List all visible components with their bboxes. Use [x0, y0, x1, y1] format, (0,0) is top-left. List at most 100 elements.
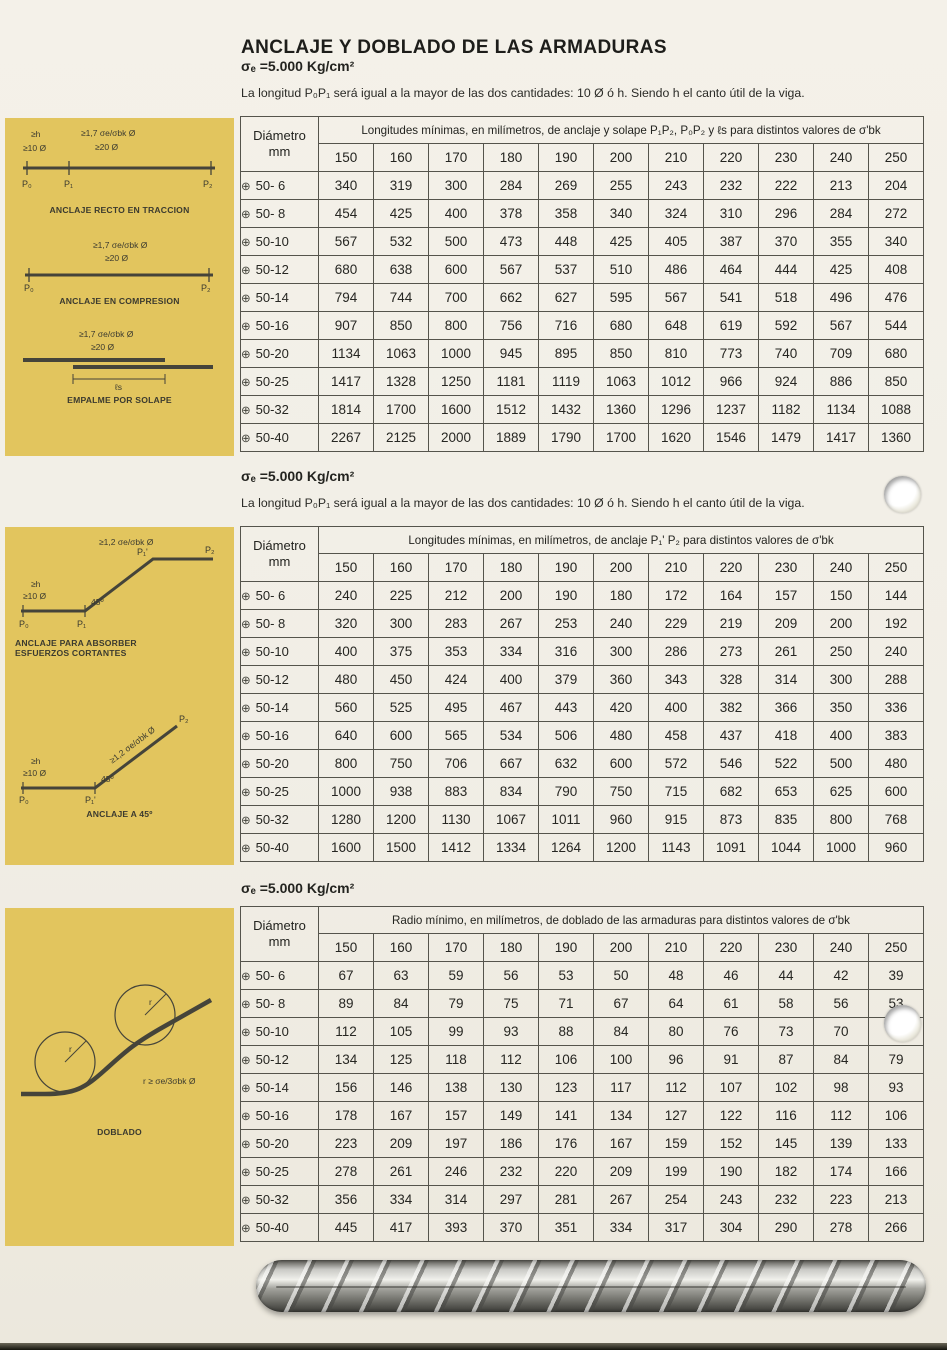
value-cell: 375 — [373, 637, 429, 666]
value-cell: 790 — [538, 777, 594, 806]
value-cell: 1479 — [758, 423, 814, 452]
value-cell: 105 — [373, 1017, 429, 1046]
row-label: ⊕ 50-16 — [240, 1101, 319, 1130]
value-cell: 58 — [758, 989, 814, 1018]
value-cell: 316 — [538, 637, 594, 666]
point-p0: P₀ — [19, 795, 29, 805]
value-cell: 79 — [428, 989, 484, 1018]
value-cell: 886 — [813, 367, 869, 396]
column-header: 230 — [758, 553, 814, 582]
value-cell: 706 — [428, 749, 484, 778]
table-description: Longitudes mínimas, en milímetros, de an… — [318, 526, 924, 554]
value-cell: 648 — [648, 311, 704, 340]
rebar-path — [21, 557, 213, 613]
value-cell: 966 — [703, 367, 759, 396]
diameter-icon: ⊕ — [241, 1111, 251, 1123]
value-cell: 353 — [428, 637, 484, 666]
point-p2: P₂ — [201, 283, 211, 293]
row-label: ⊕ 50-40 — [240, 833, 319, 862]
value-cell: 1012 — [648, 367, 704, 396]
value-cell: 141 — [538, 1101, 594, 1130]
value-cell: 87 — [758, 1045, 814, 1074]
value-cell: 379 — [538, 665, 594, 694]
column-header: 150 — [318, 933, 374, 962]
value-cell: 1200 — [593, 833, 649, 862]
value-cell: 192 — [868, 609, 924, 638]
diameter-icon: ⊕ — [241, 619, 251, 631]
table-row: ⊕ 50- 8 320 300 283 267 253 240 229 219 209 200 192 — [240, 609, 924, 638]
label-10-dia: ≥10 Ø — [23, 591, 46, 601]
value-cell: 1620 — [648, 423, 704, 452]
value-cell: 895 — [538, 339, 594, 368]
value-cell: 209 — [758, 609, 814, 638]
row-label-text: 50- 8 — [255, 206, 286, 221]
row-label: ⊕ 50-40 — [240, 1213, 319, 1242]
value-cell: 59 — [428, 961, 484, 990]
value-cell: 567 — [483, 255, 539, 284]
value-cell: 84 — [813, 1045, 869, 1074]
value-cell: 355 — [813, 227, 869, 256]
value-cell: 850 — [593, 339, 649, 368]
row-label: ⊕ 50-40 — [240, 423, 319, 452]
value-cell: 156 — [318, 1073, 374, 1102]
value-cell: 834 — [483, 777, 539, 806]
row-label: ⊕ 50-25 — [240, 367, 319, 396]
value-cell: 600 — [428, 255, 484, 284]
rebar-path — [21, 998, 213, 1097]
row-label-text: 50-14 — [255, 290, 289, 305]
value-cell: 1250 — [428, 367, 484, 396]
value-cell: 1182 — [758, 395, 814, 424]
rebar-photo — [256, 1260, 926, 1312]
value-cell: 450 — [373, 665, 429, 694]
diameter-icon: ⊕ — [241, 999, 251, 1011]
value-cell: 1000 — [813, 833, 869, 862]
row-label: ⊕ 50-32 — [240, 1185, 319, 1214]
column-header: 180 — [483, 143, 539, 172]
value-cell: 250 — [813, 637, 869, 666]
value-cell: 1280 — [318, 805, 374, 834]
row-label-text: 50-32 — [255, 402, 289, 417]
value-cell: 67 — [593, 989, 649, 1018]
row-label-text: 50-32 — [255, 1192, 289, 1207]
value-cell: 1000 — [318, 777, 374, 806]
value-cell: 102 — [758, 1073, 814, 1102]
value-cell: 619 — [703, 311, 759, 340]
table-row: ⊕ 50-25 278 261 246 232 220 209 199 190 182 174 166 — [240, 1157, 924, 1186]
point-p1: P₁ — [77, 619, 86, 629]
diagram-panel-straight-anchorage: ≥h ≥1,7 σe/σbk Ø ≥10 Ø ≥20 Ø P₀ P₁ P₂ AN… — [5, 118, 234, 456]
value-cell: 1360 — [593, 395, 649, 424]
value-cell: 467 — [483, 693, 539, 722]
value-cell: 310 — [703, 199, 759, 228]
column-header: 210 — [648, 143, 704, 172]
row-label: ⊕ 50-25 — [240, 1157, 319, 1186]
value-cell: 750 — [593, 777, 649, 806]
value-cell: 424 — [428, 665, 484, 694]
value-cell: 232 — [483, 1157, 539, 1186]
value-cell: 378 — [483, 199, 539, 228]
value-cell: 123 — [538, 1073, 594, 1102]
value-cell: 167 — [593, 1129, 649, 1158]
diameter-corner-header: Diámetro mm — [240, 116, 319, 172]
value-cell: 366 — [758, 693, 814, 722]
row-label-text: 50-20 — [255, 756, 289, 771]
diameter-icon: ⊕ — [241, 405, 251, 417]
value-cell: 883 — [428, 777, 484, 806]
value-cell: 267 — [483, 609, 539, 638]
label-h: ≥h — [31, 129, 41, 139]
value-cell: 48 — [648, 961, 704, 990]
table-row: ⊕ 50-10 400 375 353 334 316 300 286 273 261 250 240 — [240, 637, 924, 666]
value-cell: 290 — [758, 1213, 814, 1242]
value-cell: 567 — [648, 283, 704, 312]
value-cell: 715 — [648, 777, 704, 806]
value-cell: 534 — [483, 721, 539, 750]
value-cell: 149 — [483, 1101, 539, 1130]
row-label-text: 50-16 — [255, 1108, 289, 1123]
value-cell: 76 — [703, 1017, 759, 1046]
radius-circle-upper — [114, 984, 176, 1046]
value-cell: 600 — [373, 721, 429, 750]
column-header: 250 — [868, 143, 924, 172]
value-cell: 67 — [318, 961, 374, 990]
value-cell: 700 — [428, 283, 484, 312]
table-row: ⊕ 50-12 480 450 424 400 379 360 343 328 314 300 288 — [240, 665, 924, 694]
table-row: ⊕ 50-14 794 744 700 662 627 595 567 541 518 496 476 — [240, 283, 924, 312]
